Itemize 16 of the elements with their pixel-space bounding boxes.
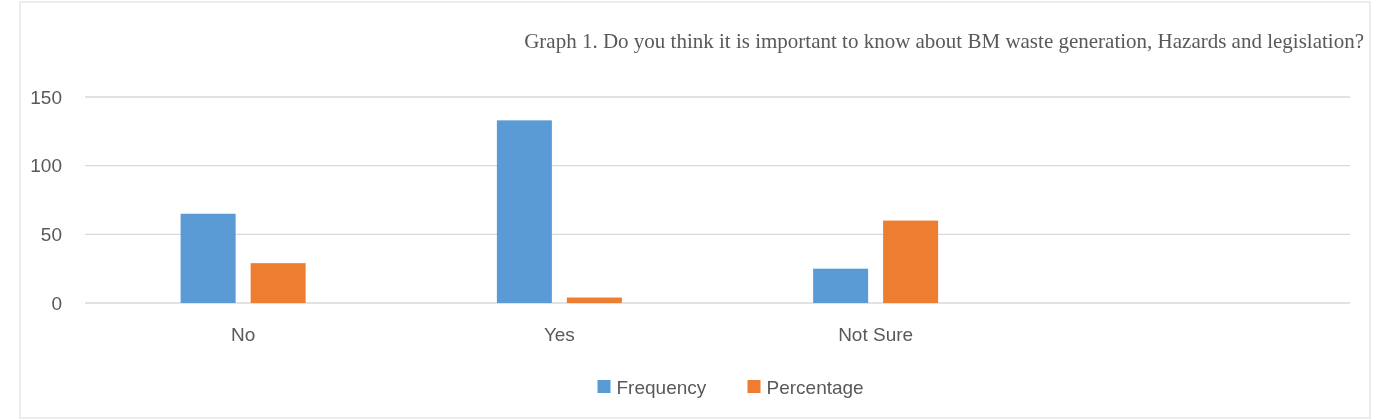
bar (813, 268, 869, 303)
y-tick-label: 0 (51, 292, 62, 314)
legend-label: Frequency (616, 376, 707, 398)
bar (566, 297, 622, 303)
bar (250, 263, 306, 303)
y-tick-label: 150 (30, 86, 62, 108)
x-tick-label: Yes (543, 324, 575, 345)
x-tick-label: Not Sure (838, 324, 914, 345)
chart-title: Graph 1. Do you think it is important to know about BM waste generation, Hazards and legislation? (524, 29, 1364, 53)
bar (883, 220, 939, 303)
legend-label: Percentage (766, 376, 864, 398)
y-tick-label: 50 (40, 223, 62, 245)
bar (496, 120, 552, 303)
bar (180, 213, 236, 303)
x-tick-label: No (230, 324, 256, 345)
y-tick-label: 100 (30, 155, 62, 177)
